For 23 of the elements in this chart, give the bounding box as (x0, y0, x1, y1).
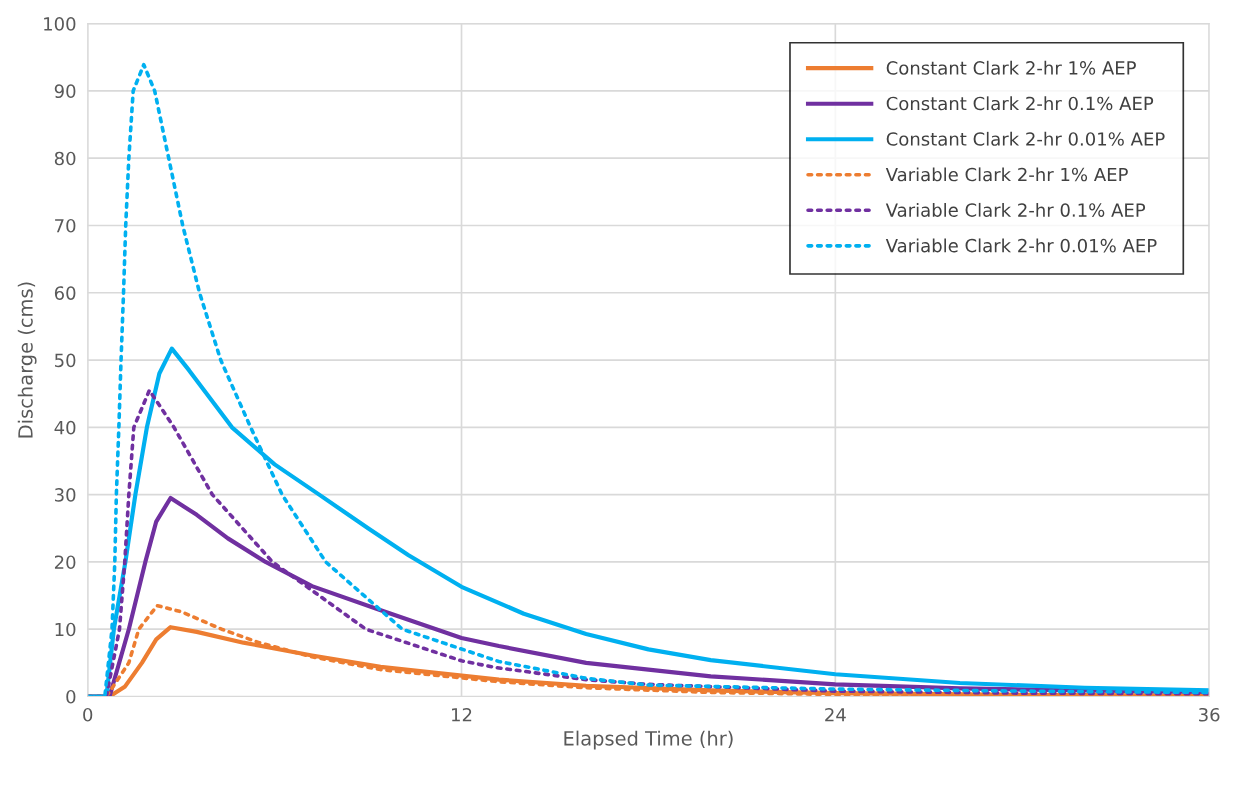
y-tick-label: 30 (55, 488, 76, 502)
y-tick-label: 10 (55, 622, 76, 637)
y-tick-label: 80 (54, 151, 76, 166)
x-tick-label: 12 (452, 707, 472, 722)
x-tick-label: 24 (825, 707, 846, 722)
y-tick-label: 50 (55, 353, 76, 368)
legend-label: Constant Clark 2-hr 0.1% AEP (886, 96, 1154, 111)
legend-label: Variable Clark 2-hr 1% AEP (885, 167, 1128, 182)
y-tick-label: 0 (66, 689, 76, 704)
y-tick-label: 20 (54, 555, 76, 570)
legend-label: Variable Clark 2-hr 0.1% AEP (885, 202, 1146, 217)
y-tick-label: 90 (54, 84, 76, 99)
y-axis-title: Discharge (cms) (17, 282, 37, 438)
legend-label: Constant Clark 2-hr 1% AEP (886, 60, 1136, 75)
y-tick-label: 70 (55, 218, 76, 233)
y-tick-label: 40 (54, 420, 76, 435)
legend-label: Constant Clark 2-hr 0.01% AEP (886, 131, 1165, 146)
y-tick-label: 100 (44, 17, 76, 31)
x-axis-title: Elapsed Time (hr) (564, 730, 733, 750)
y-tick-label: 60 (54, 286, 76, 300)
x-tick-label: 0 (83, 707, 93, 722)
legend-label: Variable Clark 2-hr 0.01% AEP (885, 238, 1157, 253)
x-tick-label: 36 (1199, 707, 1220, 722)
